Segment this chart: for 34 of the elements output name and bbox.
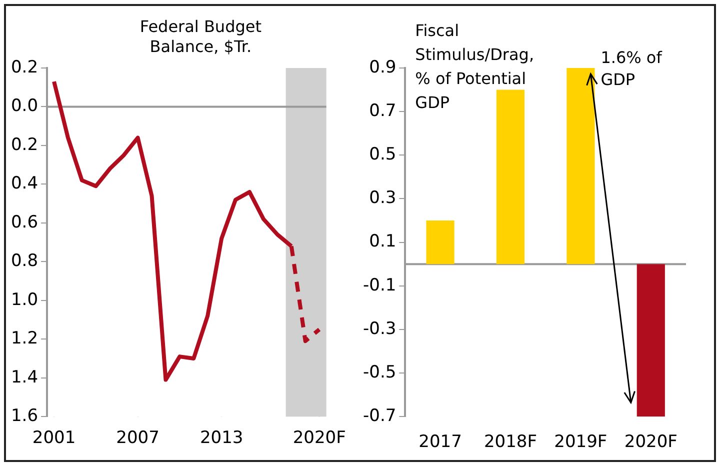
x-tick-label: 2020F <box>624 432 678 452</box>
bar <box>496 90 525 264</box>
annotation: 1.6% of GDP <box>600 48 662 90</box>
x-tick-label: 2001 <box>32 428 76 448</box>
y-tick-label: -0.1 <box>363 275 396 296</box>
x-tick-label: 2020F <box>292 428 346 448</box>
x-tick-label: 2018F <box>484 432 538 452</box>
y-tick-label: 1.2 <box>10 328 38 349</box>
x-tick-label: 2017 <box>418 432 462 452</box>
bar <box>426 220 454 264</box>
y-tick-label: -0.3 <box>363 318 396 339</box>
y-tick-label: 0.2 <box>10 57 38 78</box>
y-tick-label: 0.2 <box>10 134 38 155</box>
chart-title: Fiscal Stimulus/Drag, % of Potential GDP <box>415 21 534 112</box>
y-tick-label: 0.3 <box>369 188 396 208</box>
y-tick-label: 1.4 <box>10 367 38 388</box>
y-tick-label: 0.8 <box>10 251 38 272</box>
y-tick-label: 0.5 <box>369 144 396 165</box>
x-tick-label: 2019F <box>554 432 608 452</box>
y-tick-label: -0.7 <box>363 406 396 426</box>
y-tick-label: 0.6 <box>10 212 38 232</box>
y-tick-label: 0.1 <box>369 232 396 252</box>
y-tick-label: 0.4 <box>10 174 38 194</box>
x-tick-label: 2007 <box>116 428 160 448</box>
y-tick-label: 1.0 <box>10 290 38 310</box>
bar <box>636 264 665 417</box>
y-tick-label: 0.9 <box>369 57 396 78</box>
y-tick-label: -0.5 <box>363 362 396 382</box>
y-tick-label: 0.7 <box>369 100 396 121</box>
y-tick-label: 0.0 <box>10 96 38 116</box>
y-tick-label: 1.6 <box>10 406 38 426</box>
bar <box>566 68 595 264</box>
x-tick-label: 2013 <box>200 428 244 448</box>
chart-title: Federal Budget Balance, $Tr. <box>140 17 262 56</box>
